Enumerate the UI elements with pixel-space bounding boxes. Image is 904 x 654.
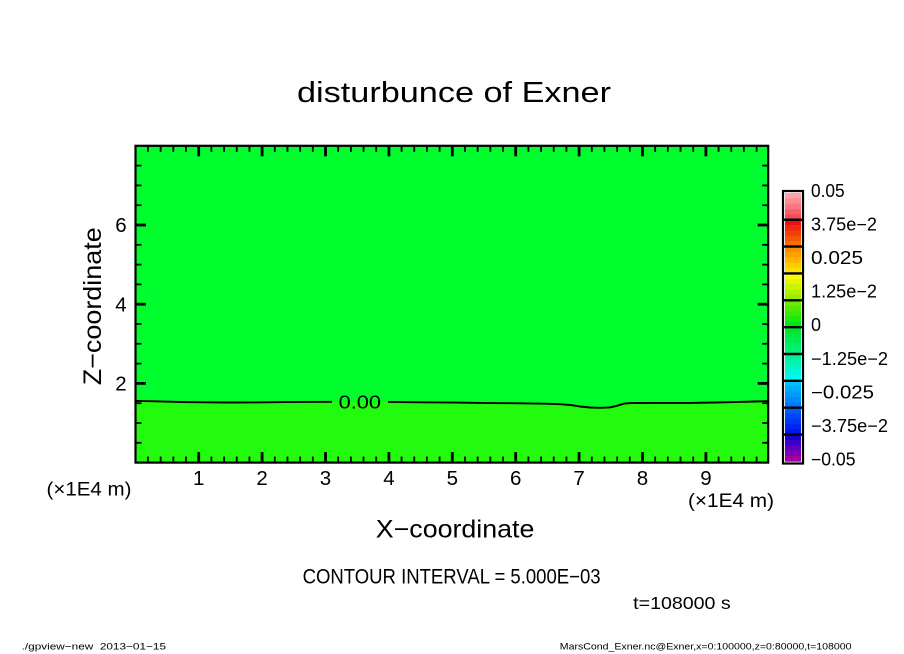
- svg-text:1: 1: [193, 467, 204, 490]
- svg-text:0.05: 0.05: [811, 181, 845, 201]
- svg-text:disturbunce of Exner: disturbunce of Exner: [297, 77, 611, 109]
- svg-text:X−coordinate: X−coordinate: [376, 515, 535, 543]
- svg-text:2: 2: [115, 373, 126, 396]
- svg-text:3.75e−2: 3.75e−2: [811, 214, 877, 234]
- svg-text:(×1E4 m): (×1E4 m): [688, 491, 774, 512]
- svg-text:0.025: 0.025: [811, 248, 863, 268]
- svg-text:4: 4: [383, 467, 394, 490]
- svg-text:−0.05: −0.05: [811, 450, 856, 470]
- svg-text:(×1E4 m): (×1E4 m): [47, 479, 132, 500]
- svg-text:0.00: 0.00: [339, 392, 381, 412]
- svg-text:4: 4: [115, 293, 126, 316]
- svg-text:−1.25e−2: −1.25e−2: [811, 349, 888, 369]
- svg-text:6: 6: [510, 467, 521, 490]
- svg-text:CONTOUR INTERVAL = 5.000E−03: CONTOUR INTERVAL = 5.000E−03: [303, 565, 601, 588]
- svg-text:3: 3: [320, 467, 331, 490]
- svg-text:6: 6: [115, 214, 126, 237]
- svg-text:2: 2: [256, 467, 267, 490]
- svg-text:MarsCond_Exner.nc@Exner,x=0:10: MarsCond_Exner.nc@Exner,x=0:100000,z=0:8…: [560, 641, 852, 652]
- svg-text:t=108000 s: t=108000 s: [633, 593, 731, 613]
- svg-text:−0.025: −0.025: [811, 382, 874, 402]
- svg-text:7: 7: [573, 467, 584, 490]
- svg-text:−3.75e−2: −3.75e−2: [811, 416, 888, 436]
- svg-text:8: 8: [637, 467, 648, 490]
- svg-text:./gpview−new 2013−01−15: ./gpview−new 2013−01−15: [22, 641, 166, 652]
- svg-text:Z−coordinate: Z−coordinate: [79, 227, 107, 385]
- svg-text:5: 5: [447, 467, 458, 490]
- svg-text:1.25e−2: 1.25e−2: [811, 282, 877, 302]
- svg-text:9: 9: [700, 467, 711, 490]
- svg-text:0: 0: [811, 315, 821, 335]
